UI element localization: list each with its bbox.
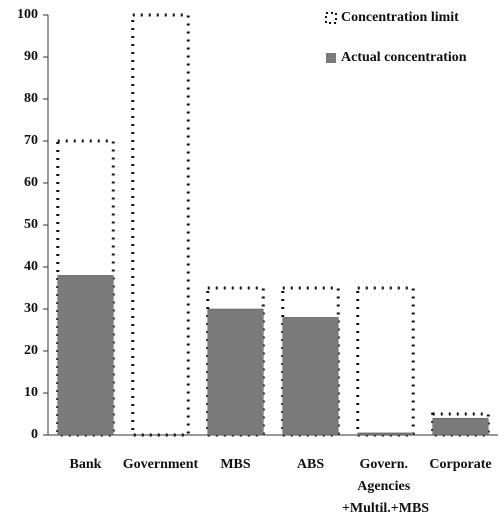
y-tick-label: 20: [24, 343, 38, 358]
y-tick-label: 90: [24, 49, 38, 64]
y-tick-label: 0: [31, 427, 38, 442]
legend-swatch: [325, 12, 337, 24]
x-tick-label: Bank: [70, 457, 102, 472]
bar: [207, 308, 264, 436]
x-tick-label: Corporate: [429, 457, 491, 472]
bar: [432, 417, 489, 436]
x-tick-label: Govern. Agencies +Multil.+MBS: [342, 457, 429, 516]
y-tick-label: 10: [24, 385, 38, 400]
legend-label: Actual concentration: [341, 50, 467, 65]
x-tick-label: Government: [123, 457, 199, 472]
bar: [357, 432, 414, 436]
y-tick-label: 40: [24, 259, 38, 274]
legend-swatch: [326, 53, 336, 63]
limit-box: [356, 286, 415, 437]
bar: [57, 275, 114, 436]
y-tick-label: 60: [24, 175, 38, 190]
x-tick-label: MBS: [220, 457, 251, 472]
y-tick-label: 50: [24, 217, 38, 232]
legend-label: Concentration limit: [341, 10, 459, 25]
bar: [282, 317, 339, 436]
y-tick-label: 80: [24, 91, 38, 106]
x-tick-label: ABS: [297, 457, 324, 472]
y-tick-label: 30: [24, 301, 38, 316]
limit-box: [131, 13, 190, 437]
y-tick-label: 100: [17, 7, 38, 22]
y-tick-label: 70: [24, 133, 38, 148]
